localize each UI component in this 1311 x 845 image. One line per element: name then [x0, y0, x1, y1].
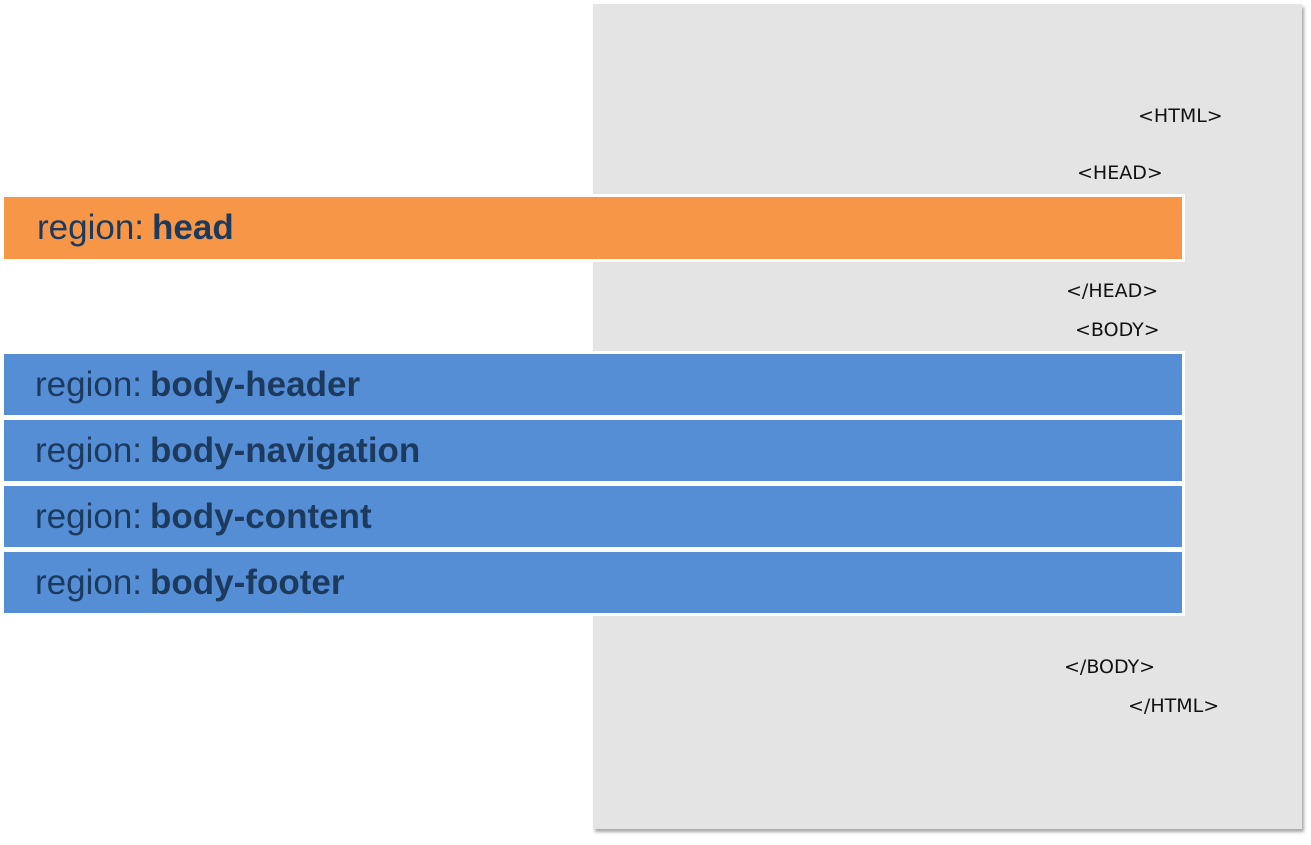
head-close-tag: </HEAD> — [1066, 280, 1159, 302]
html-open-tag: <HTML> — [1138, 105, 1223, 127]
region-name: body-footer — [150, 562, 345, 602]
region-name: head — [152, 208, 234, 247]
region-prefix: region: — [35, 364, 143, 404]
html-close-tag: </HTML> — [1128, 695, 1220, 717]
region-name: body-content — [150, 496, 372, 536]
region-body-content: region: body-content — [1, 483, 1185, 550]
region-body-header: region: body-header — [1, 351, 1185, 418]
head-open-tag: <HEAD> — [1077, 162, 1163, 184]
region-body-footer: region: body-footer — [1, 549, 1185, 616]
html-document-frame — [593, 4, 1302, 829]
region-prefix: region: — [35, 496, 143, 536]
body-open-tag: <BODY> — [1075, 319, 1160, 341]
region-name: body-navigation — [150, 430, 421, 470]
region-body-navigation: region: body-navigation — [1, 417, 1185, 484]
body-close-tag: </BODY> — [1064, 656, 1156, 678]
region-name: body-header — [150, 364, 361, 404]
region-prefix: region: — [35, 430, 143, 470]
region-prefix: region: — [35, 562, 143, 602]
region-head: region: head — [1, 194, 1185, 262]
region-prefix: region: — [37, 208, 145, 247]
